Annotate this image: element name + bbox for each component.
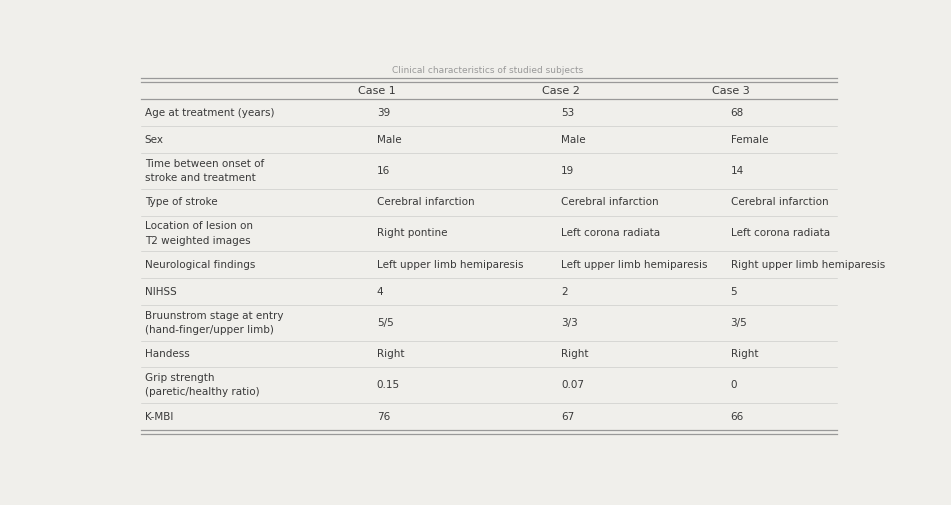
Text: 16: 16 [377, 166, 390, 176]
Text: Age at treatment (years): Age at treatment (years) [145, 108, 274, 118]
Text: 14: 14 [730, 166, 744, 176]
Text: Handess: Handess [145, 349, 189, 359]
Text: Right: Right [561, 349, 589, 359]
Text: Sex: Sex [145, 135, 164, 145]
Text: 3/3: 3/3 [561, 318, 578, 328]
Text: (hand-finger/upper limb): (hand-finger/upper limb) [145, 325, 274, 335]
Text: 5: 5 [730, 286, 737, 296]
Text: 2: 2 [561, 286, 568, 296]
Text: Female: Female [730, 135, 768, 145]
Text: Cerebral infarction: Cerebral infarction [730, 197, 828, 207]
Text: Male: Male [377, 135, 401, 145]
Text: K-MBI: K-MBI [145, 412, 173, 422]
Text: Location of lesion on: Location of lesion on [145, 221, 253, 231]
Text: Cerebral infarction: Cerebral infarction [561, 197, 659, 207]
Text: Case 1: Case 1 [358, 86, 396, 96]
Text: Right: Right [377, 349, 404, 359]
Text: Case 3: Case 3 [711, 86, 749, 96]
Text: 68: 68 [730, 108, 744, 118]
Text: 39: 39 [377, 108, 390, 118]
Text: Right pontine: Right pontine [377, 228, 447, 238]
Text: Type of stroke: Type of stroke [145, 197, 217, 207]
Text: 67: 67 [561, 412, 574, 422]
Text: 4: 4 [377, 286, 383, 296]
Text: Neurological findings: Neurological findings [145, 260, 255, 270]
Text: 0: 0 [730, 380, 737, 390]
Text: 19: 19 [561, 166, 574, 176]
Text: Right upper limb hemiparesis: Right upper limb hemiparesis [730, 260, 884, 270]
Text: T2 weighted images: T2 weighted images [145, 236, 250, 245]
Text: Male: Male [561, 135, 586, 145]
Text: Grip strength: Grip strength [145, 373, 214, 383]
Text: 5/5: 5/5 [377, 318, 394, 328]
Text: 0.15: 0.15 [377, 380, 400, 390]
Text: 0.07: 0.07 [561, 380, 584, 390]
Text: 3/5: 3/5 [730, 318, 747, 328]
Text: 76: 76 [377, 412, 390, 422]
Text: Time between onset of: Time between onset of [145, 159, 264, 169]
Text: Case 2: Case 2 [542, 86, 580, 96]
Text: Left upper limb hemiparesis: Left upper limb hemiparesis [377, 260, 523, 270]
Text: Left corona radiata: Left corona radiata [561, 228, 660, 238]
Text: NIHSS: NIHSS [145, 286, 177, 296]
Text: Cerebral infarction: Cerebral infarction [377, 197, 475, 207]
Text: 66: 66 [730, 412, 744, 422]
Text: Left upper limb hemiparesis: Left upper limb hemiparesis [561, 260, 708, 270]
Text: stroke and treatment: stroke and treatment [145, 173, 256, 183]
Text: Right: Right [730, 349, 758, 359]
Text: Bruunstrom stage at entry: Bruunstrom stage at entry [145, 311, 283, 321]
Text: (paretic/healthy ratio): (paretic/healthy ratio) [145, 387, 260, 397]
Text: 53: 53 [561, 108, 574, 118]
Text: Clinical characteristics of studied subjects: Clinical characteristics of studied subj… [392, 66, 583, 75]
Text: Left corona radiata: Left corona radiata [730, 228, 829, 238]
